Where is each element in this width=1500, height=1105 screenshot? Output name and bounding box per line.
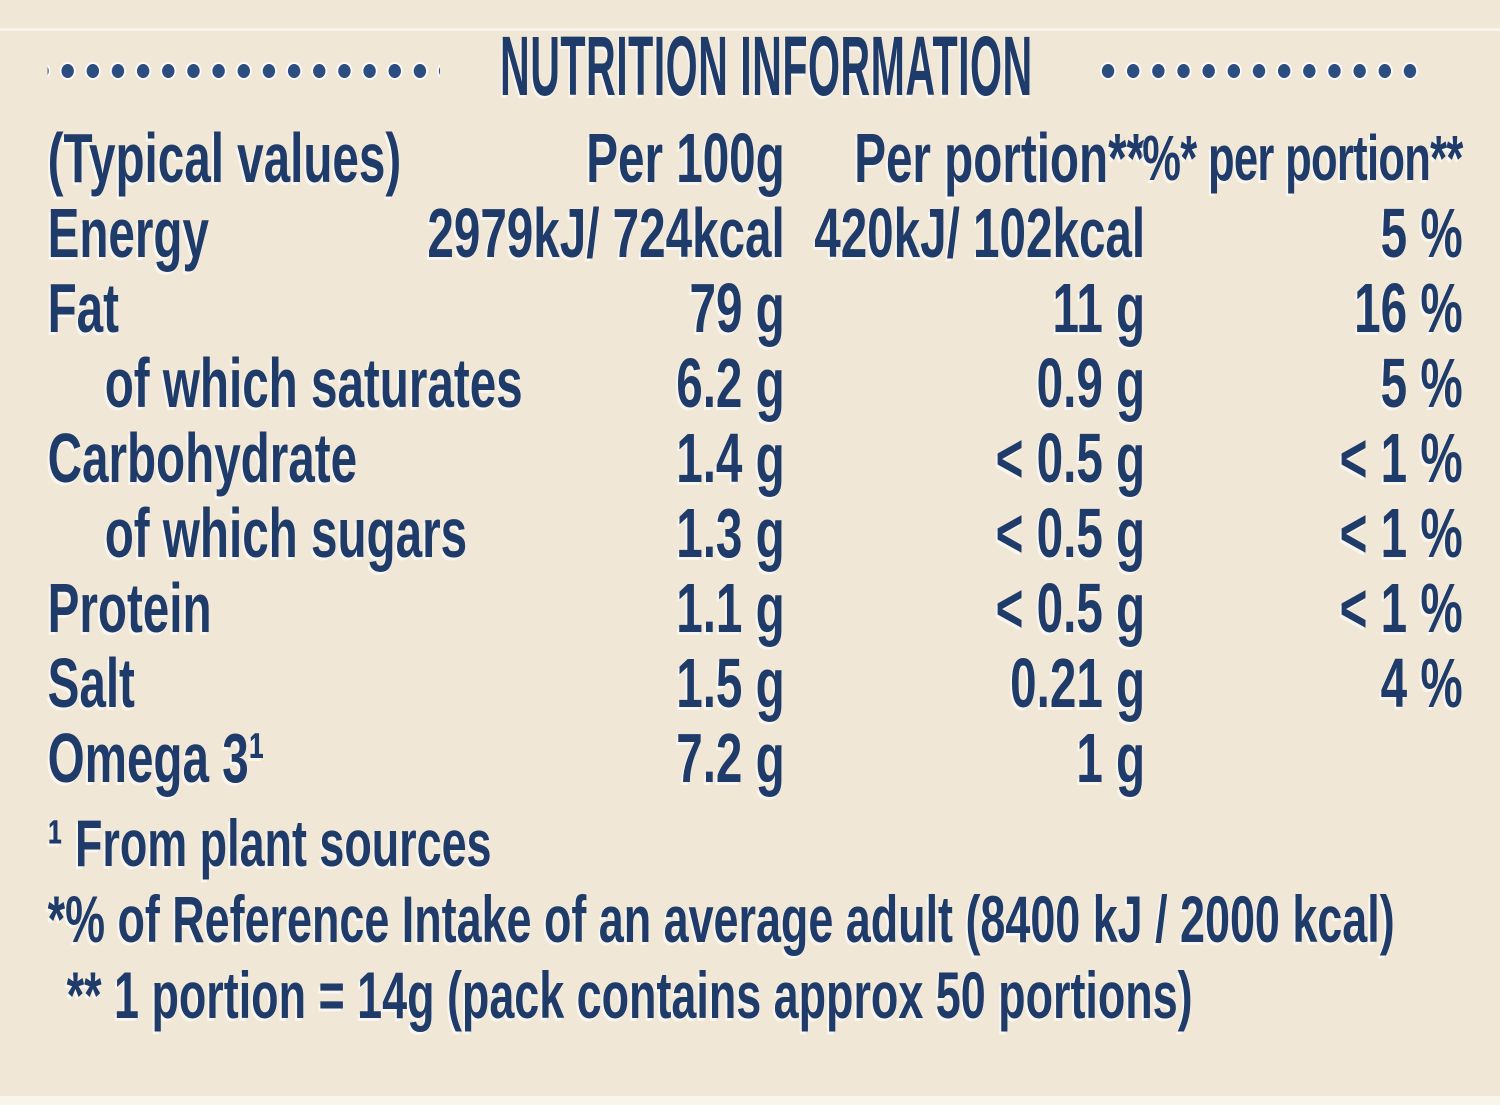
nutrient-name: Protein [47,568,212,647]
header-typical-values: (Typical values) [47,118,402,197]
nutrient-name: Carbohydrate [47,418,358,497]
value-percent-ri: 4 % [1145,648,1463,718]
nutrient-row: Salt 1.5 g 0.21 g 4 % [48,645,1463,720]
value-per-100g: 79 g [524,268,785,347]
header-per-100g: Per 100g [524,118,785,197]
value-per-100g-text: 7.2 g [676,718,785,797]
nutrient-name: of which sugars [104,493,468,572]
value-percent-ri-text: 5 % [1380,193,1463,272]
value-per-100g: 6.2 g [524,343,785,422]
value-percent-ri: 16 % [1145,273,1463,343]
value-per-portion-text: 0.9 g [1036,343,1146,422]
value-per-100g-text: 2979kJ/ 724kcal [427,193,785,272]
value-per-portion-text: < 0.5 g [995,568,1146,647]
value-per-100g-text: 1.5 g [676,643,785,722]
nutrition-table: (Typical values) Per 100g Per portion** … [0,120,1499,795]
value-per-100g: 2979kJ/ 724kcal [427,198,784,268]
value-per-portion: 420kJ/ 102kcal [785,198,1145,268]
footnotes: ¹ From plant sources *% of Reference Int… [0,805,1499,1033]
value-percent-ri-text: 16 % [1354,268,1463,347]
value-percent-ri-text: < 1 % [1339,418,1463,497]
header-per-100g-text: Per 100g [586,118,785,197]
value-per-100g: 1.5 g [524,643,785,722]
dotted-leader-left-icon [47,58,440,84]
nutrient-row: of which saturates 6.2 g 0.9 g 5 % [48,345,1463,420]
nutrient-name: of which saturates [104,343,523,422]
value-percent-ri: 5 % [1145,198,1463,268]
value-percent-ri: < 1 % [1145,423,1463,493]
footnote: ¹ From plant sources [47,806,492,880]
nutrient-name: Energy [47,193,209,272]
header-per-portion-text: Per portion** [854,118,1146,197]
nutrient-name: Fat [47,268,119,347]
value-per-portion-text: 1 g [1076,718,1146,797]
value-per-portion: < 0.5 g [785,423,1145,493]
nutrition-panel: NUTRITION INFORMATION (Typical values) P… [0,24,1499,1105]
table-body: Energy 2979kJ/ 724kcal 420kJ/ 102kcal 5 … [48,195,1463,795]
value-per-100g-text: 79 g [689,268,785,347]
value-per-100g-text: 1.1 g [676,568,785,647]
nutrition-label-photo: { "label": { "title": "NUTRITION INFORMA… [0,24,1500,1105]
header-percent-per-portion-text: %* per portion** [1142,121,1463,194]
value-percent-ri-text: < 1 % [1339,493,1463,572]
table-header-row: (Typical values) Per 100g Per portion** … [47,118,1464,197]
value-per-portion: < 0.5 g [785,498,1145,568]
title-box: NUTRITION INFORMATION [460,24,1072,108]
nutrient-name: Omega 3¹ [47,718,265,797]
value-percent-ri-text: < 1 % [1339,568,1463,647]
nutrient-row: Fat 79 g 11 g 16 % [48,270,1463,345]
value-per-100g: 1.3 g [524,493,785,572]
value-percent-ri-text: 4 % [1380,643,1463,722]
value-per-100g: 1.4 g [524,418,785,497]
nutrient-row: Energy 2979kJ/ 724kcal 420kJ/ 102kcal 5 … [48,195,1463,270]
value-per-portion-text: 0.21 g [1010,643,1146,722]
value-per-portion-text: 11 g [1052,268,1146,347]
value-per-portion-text: 420kJ/ 102kcal [814,193,1146,272]
value-per-100g-text: 6.2 g [676,343,785,422]
value-percent-ri: < 1 % [1145,498,1463,568]
nutrient-name: Salt [47,643,135,722]
header-percent-per-portion: %* per portion** [1142,121,1463,194]
footnote: ** 1 portion = 14g (pack contains approx… [66,958,1193,1032]
value-percent-ri-text: 5 % [1380,343,1463,422]
value-per-portion-text: < 0.5 g [995,493,1146,572]
value-percent-ri: 5 % [1145,348,1463,418]
value-per-100g-text: 1.4 g [676,418,785,497]
nutrient-row: of which sugars 1.3 g < 0.5 g < 1 % [48,495,1463,570]
nutrient-row: Carbohydrate 1.4 g < 0.5 g < 1 % [48,420,1463,495]
dotted-leader-right-icon [1092,58,1426,84]
value-per-portion: < 0.5 g [785,573,1145,643]
nutrient-row: Omega 3¹ 7.2 g 1 g [48,720,1463,795]
value-per-portion: 0.9 g [785,348,1145,418]
value-per-portion: 11 g [785,273,1145,343]
value-per-portion: 0.21 g [785,648,1145,718]
panel-title: NUTRITION INFORMATION [500,19,1033,113]
footnote: *% of Reference Intake of an average adu… [47,882,1395,956]
value-per-portion-text: < 0.5 g [995,418,1146,497]
value-percent-ri: < 1 % [1145,573,1463,643]
title-row: NUTRITION INFORMATION [0,24,1499,108]
nutrient-row: Protein 1.1 g < 0.5 g < 1 % [48,570,1463,645]
value-per-100g: 1.1 g [524,568,785,647]
value-per-100g-text: 1.3 g [676,493,785,572]
header-per-portion: Per portion** [785,123,1145,193]
value-per-portion: 1 g [785,723,1145,793]
value-per-100g: 7.2 g [524,718,785,797]
